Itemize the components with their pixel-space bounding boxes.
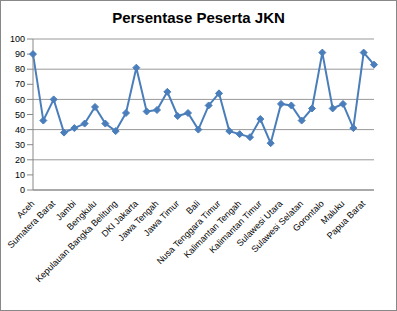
svg-text:Jawa Tengah: Jawa Tengah	[116, 198, 161, 243]
svg-text:Jawa Timur: Jawa Timur	[142, 198, 182, 238]
svg-text:Kalimantan Timur: Kalimantan Timur	[207, 198, 264, 256]
svg-text:10: 10	[15, 170, 25, 180]
svg-text:Aceh: Aceh	[15, 198, 37, 220]
svg-text:0: 0	[20, 185, 25, 195]
svg-text:Kepulauan Bangka Belitung: Kepulauan Bangka Belitung	[34, 198, 120, 284]
svg-text:40: 40	[15, 125, 25, 135]
svg-text:Kalimantan Tengah: Kalimantan Tengah	[181, 198, 244, 260]
svg-text:50: 50	[15, 110, 25, 120]
svg-text:Jambi: Jambi	[53, 198, 78, 223]
svg-text:30: 30	[15, 140, 25, 150]
svg-text:Bengkulu: Bengkulu	[64, 198, 99, 233]
html-text:Persentase Peserta JKN: Persentase Peserta JKN	[112, 9, 285, 26]
svg-text:80: 80	[15, 64, 25, 74]
svg-text:Sumatera Barat: Sumatera Barat	[8, 198, 58, 250]
svg-text:60: 60	[15, 95, 25, 105]
svg-text:Maluku: Maluku	[318, 198, 347, 227]
svg-text:100: 100	[10, 34, 25, 44]
svg-text:Sulawesi Utara: Sulawesi Utara	[234, 198, 285, 249]
svg-text:90: 90	[15, 49, 25, 59]
svg-text:DKI Jakarta: DKI Jakarta	[99, 198, 140, 239]
svg-text:Nusa Tenggara Timur: Nusa Tenggara Timur	[154, 198, 223, 267]
svg-text:Gorontalo: Gorontalo	[290, 198, 326, 234]
svg-text:20: 20	[15, 155, 25, 165]
svg-text:Bali: Bali	[184, 198, 202, 217]
svg-text:70: 70	[15, 79, 25, 89]
svg-text:Sulawesi Selatan: Sulawesi Selatan	[249, 198, 306, 255]
svg-text:Papua Barat: Papua Barat	[325, 198, 368, 241]
